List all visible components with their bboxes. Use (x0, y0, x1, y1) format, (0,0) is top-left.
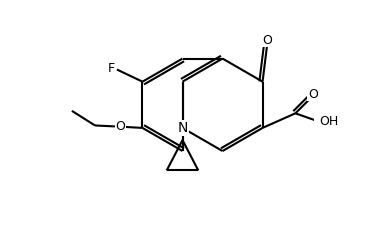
Text: O: O (308, 88, 318, 101)
Text: O: O (116, 120, 126, 132)
Text: N: N (178, 121, 188, 135)
Text: OH: OH (320, 115, 339, 128)
Text: F: F (108, 62, 115, 75)
Text: O: O (262, 34, 272, 47)
